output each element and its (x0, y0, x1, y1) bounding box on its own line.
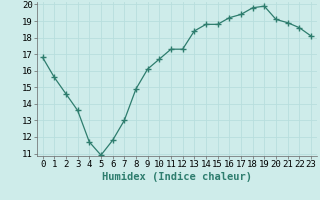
X-axis label: Humidex (Indice chaleur): Humidex (Indice chaleur) (102, 172, 252, 182)
